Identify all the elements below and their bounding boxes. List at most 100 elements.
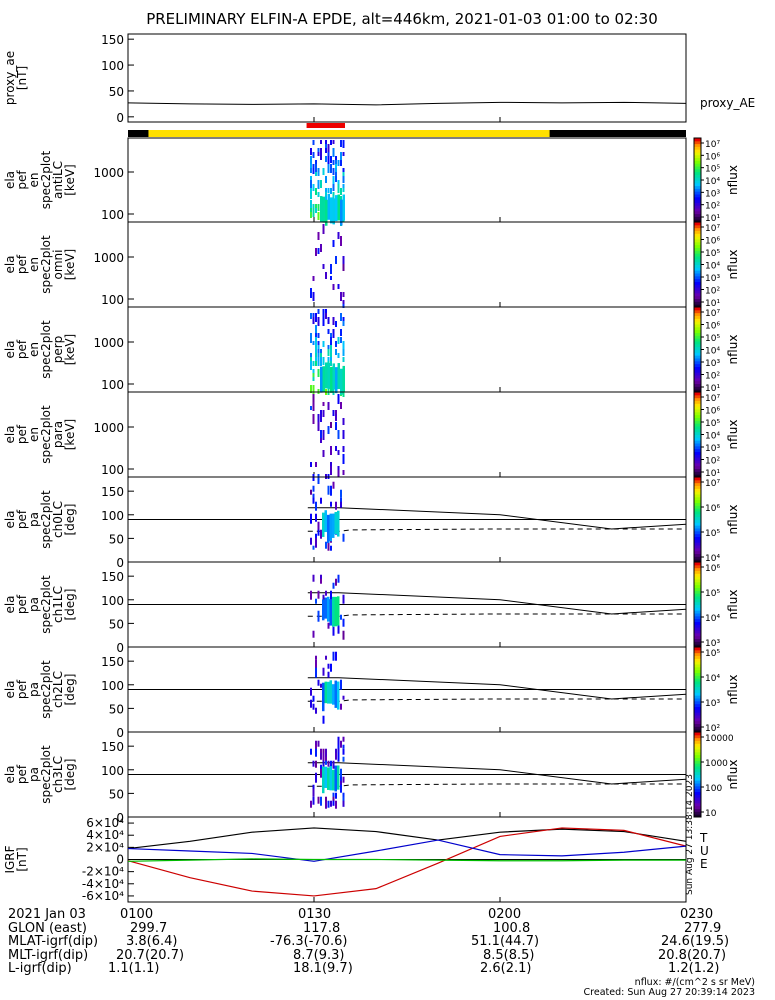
y-axis-label: [keV] xyxy=(63,249,77,280)
colorbar-segment xyxy=(694,375,701,379)
colorbar-tick-label: 10⁵ xyxy=(705,649,720,659)
y-axis-label: pa xyxy=(27,682,41,697)
spectrogram-pixel xyxy=(312,317,315,324)
y-axis-label: ela xyxy=(3,425,17,443)
colorbar-segment xyxy=(694,360,701,365)
colorbar-segment xyxy=(694,386,701,390)
spectrogram-pixel xyxy=(330,264,332,274)
colorbar-segment xyxy=(694,417,701,421)
spectrogram-pixel xyxy=(317,521,320,531)
spectrogram-pixel xyxy=(332,385,335,395)
spectrogram-pixel xyxy=(320,752,322,760)
colorbar-segment xyxy=(694,488,701,492)
spectrogram-pixel xyxy=(322,667,325,676)
colorbar-segment xyxy=(694,411,701,416)
spectrogram-pixel xyxy=(317,152,320,156)
spectrogram-pixel xyxy=(317,184,320,188)
spectrogram-pixel xyxy=(330,485,332,496)
y-axis-label: [deg] xyxy=(63,759,77,791)
spectrogram-pixel xyxy=(335,651,337,661)
colorbar-tick-label: 10³ xyxy=(705,359,720,369)
spectrogram-pixel xyxy=(312,377,315,381)
pitch-core-pixel xyxy=(327,681,330,704)
colorbar-segment xyxy=(694,635,701,639)
colorbar-segment xyxy=(694,743,701,747)
spectrogram-pixel xyxy=(315,462,317,467)
colorbar-segment xyxy=(694,624,701,628)
tick-0230: 0230 xyxy=(680,907,714,922)
y-axis-label: ch0LC xyxy=(51,501,65,538)
colorbar-segment xyxy=(694,216,701,220)
spectrogram-core-pixel xyxy=(337,363,340,390)
y-tick-label: 0 xyxy=(116,811,124,825)
spectrogram-pixel xyxy=(320,529,322,539)
spectrogram-pixel xyxy=(315,337,317,345)
colorbar-segment xyxy=(694,511,701,515)
y-tick-label: 100 xyxy=(101,594,124,608)
spectrogram-pixel xyxy=(325,313,327,319)
colorbar-segment xyxy=(694,335,701,339)
spectrogram-pixel xyxy=(317,168,320,172)
spectrogram-pixel xyxy=(325,800,327,809)
ticks-row-mlt: MLT-igrf(dip) 20.7(20.7) 8.7(9.3) 8.5(8.… xyxy=(8,948,726,963)
ticks-row-mlat: MLAT-igrf(dip) 3.8(6.4) -76.3(-70.6) 51.… xyxy=(8,935,729,949)
spectrogram-pixel xyxy=(312,703,315,710)
colorbar-segment xyxy=(694,471,701,475)
colorbar-segment xyxy=(694,610,701,614)
pitch-core-pixel xyxy=(332,769,335,791)
row-value: 117.8 xyxy=(303,920,341,936)
y-axis-label: ela xyxy=(3,595,17,613)
colorbar-segment xyxy=(694,448,701,452)
colorbar-tick-label: 10⁵ xyxy=(705,529,720,539)
y-axis-label: ela xyxy=(3,765,17,783)
spectrogram-pixel xyxy=(312,208,315,217)
colorbar-tick-label: 10² xyxy=(705,724,720,734)
spectrogram-pixel xyxy=(337,430,340,439)
spectrogram-pixel xyxy=(332,284,335,290)
spectrogram-pixel xyxy=(342,470,345,475)
colorbar-segment xyxy=(694,230,701,234)
colorbar-segment xyxy=(694,468,701,472)
colorbar-segment xyxy=(694,766,701,770)
spectrogram-pixel xyxy=(320,796,322,806)
spectrogram-pixel xyxy=(337,180,340,187)
panel-frame xyxy=(127,306,687,393)
colorbar-tick-label: 10² xyxy=(705,202,720,212)
row-value: 277.9 xyxy=(684,920,722,936)
colorbar-tick-label: 1000 xyxy=(705,759,728,769)
anti-loss-cone-line xyxy=(307,613,686,617)
colorbar-segment xyxy=(694,166,701,170)
colorbar-segment xyxy=(694,732,701,736)
spectrogram-pixel xyxy=(335,501,337,510)
spectrogram-pixel xyxy=(332,329,335,338)
y-axis-label: omni xyxy=(51,250,65,280)
spectrogram-pixel xyxy=(312,184,315,191)
spectrogram-pixel xyxy=(315,160,317,166)
colorbar-segment xyxy=(694,273,701,277)
panel-frame xyxy=(127,221,687,308)
colorbar-segment xyxy=(694,454,701,458)
y-axis-label: ch3LC xyxy=(51,756,65,793)
spectrogram-pixel xyxy=(337,284,340,289)
spectrogram-core-pixel xyxy=(337,194,340,221)
colorbar-segment xyxy=(694,530,701,535)
spectrogram-pixel xyxy=(327,426,330,434)
y-tick-label: 100 xyxy=(101,378,124,392)
pitch-core-pixel xyxy=(329,680,332,704)
panel-frame xyxy=(127,391,687,478)
colorbar-segment xyxy=(694,556,701,560)
spectrogram-pixel xyxy=(332,160,335,165)
y-axis-label: pef xyxy=(15,679,29,699)
colorbar-segment xyxy=(694,157,701,161)
colorbar-segment xyxy=(694,363,701,367)
colorbar-segment xyxy=(694,706,701,710)
spectrogram-core-pixel xyxy=(327,362,330,389)
y-axis-label: spec2plot xyxy=(39,575,53,634)
y-tick-label: 150 xyxy=(101,485,124,499)
spectrogram-pixel xyxy=(327,671,330,678)
row-value: 24.6(19.5) xyxy=(661,934,730,949)
spectrogram-pixel xyxy=(335,256,337,264)
colorbar-tick-label: 100 xyxy=(705,784,722,794)
y-axis-label: [keV] xyxy=(63,164,77,195)
